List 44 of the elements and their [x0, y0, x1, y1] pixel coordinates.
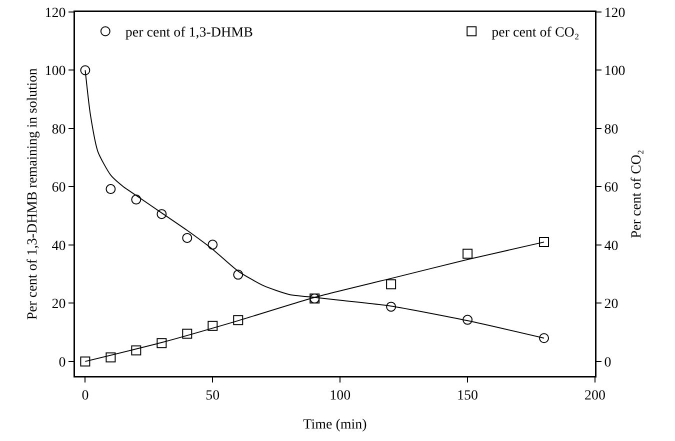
point — [80, 65, 90, 76]
y-tick-label: 0 — [58, 355, 66, 370]
y-tick-label: 60 — [52, 180, 66, 196]
legend-label: per cent of 1,3-DHMB — [125, 26, 253, 41]
point — [131, 194, 142, 205]
y-tick-label: 100 — [44, 64, 66, 80]
y2-tick-label: 120 — [604, 6, 626, 21]
point — [386, 302, 396, 312]
y2-tick-label: 0 — [604, 355, 612, 370]
point — [80, 356, 90, 366]
y-tick-label: 20 — [52, 297, 66, 312]
legend-label: per cent of CO₂ — [492, 26, 580, 41]
point — [233, 315, 244, 326]
y2-tick-label: 20 — [604, 297, 618, 312]
point — [182, 232, 192, 243]
y-tick-label: 40 — [52, 238, 66, 254]
point — [156, 338, 167, 348]
point — [233, 270, 244, 280]
y-tick-label: 120 — [44, 6, 66, 21]
x-tick-label: 200 — [584, 388, 606, 404]
point — [106, 184, 116, 194]
x-tick-label: 150 — [457, 388, 478, 404]
point — [539, 333, 550, 344]
y2-tick-label: 40 — [604, 238, 618, 254]
point — [182, 328, 192, 339]
x-tick-label: 0 — [82, 388, 89, 404]
y2-axis-title: Per cent of CO₂ — [630, 150, 644, 238]
point — [462, 314, 473, 325]
x-tick-label: 50 — [206, 388, 220, 404]
point — [386, 279, 396, 290]
point — [156, 209, 167, 220]
y2-tick-label: 80 — [604, 122, 618, 138]
y2-tick-label: 60 — [604, 180, 618, 196]
x-axis-title: Time (min) — [303, 418, 368, 432]
point — [208, 240, 218, 250]
y-tick-label: 80 — [52, 122, 66, 138]
point — [539, 237, 550, 248]
y2-tick-label: 100 — [604, 64, 626, 80]
y-axis-title: Per cent of 1,3-DHMB remaining in solution — [26, 68, 40, 320]
point — [208, 320, 218, 331]
point — [131, 345, 142, 356]
point — [106, 352, 116, 362]
x-tick-label: 100 — [330, 388, 351, 404]
point — [462, 248, 473, 259]
